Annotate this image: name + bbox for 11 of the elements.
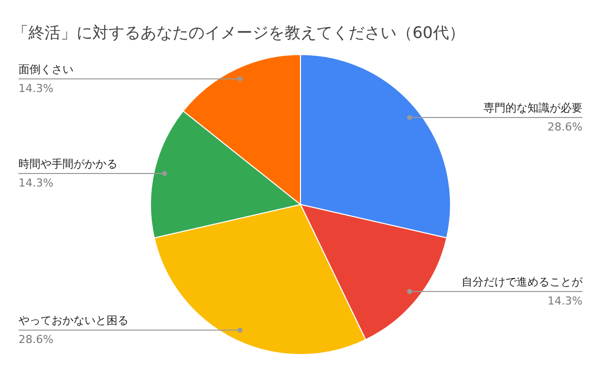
slice-label: 面倒くさい [18, 62, 74, 76]
slice-label: やっておかないと困る [18, 314, 128, 328]
chart-title: 「終活」に対するあなたのイメージを教えてください（60代） [12, 23, 465, 42]
slice-label: 時間や手間がかかる [18, 157, 118, 170]
data-label: 14.3% [18, 82, 54, 95]
slice-label: 自分だけで進めることが [462, 275, 584, 288]
data-label: 28.6% [18, 333, 54, 346]
slice-label: 専門的な知識が必要 [484, 102, 582, 115]
data-label: 14.3% [548, 294, 583, 308]
data-label: 14.3% [18, 176, 54, 190]
data-label: 28.6% [548, 120, 583, 134]
